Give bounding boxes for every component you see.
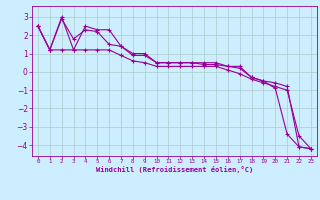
X-axis label: Windchill (Refroidissement éolien,°C): Windchill (Refroidissement éolien,°C) [96, 166, 253, 173]
